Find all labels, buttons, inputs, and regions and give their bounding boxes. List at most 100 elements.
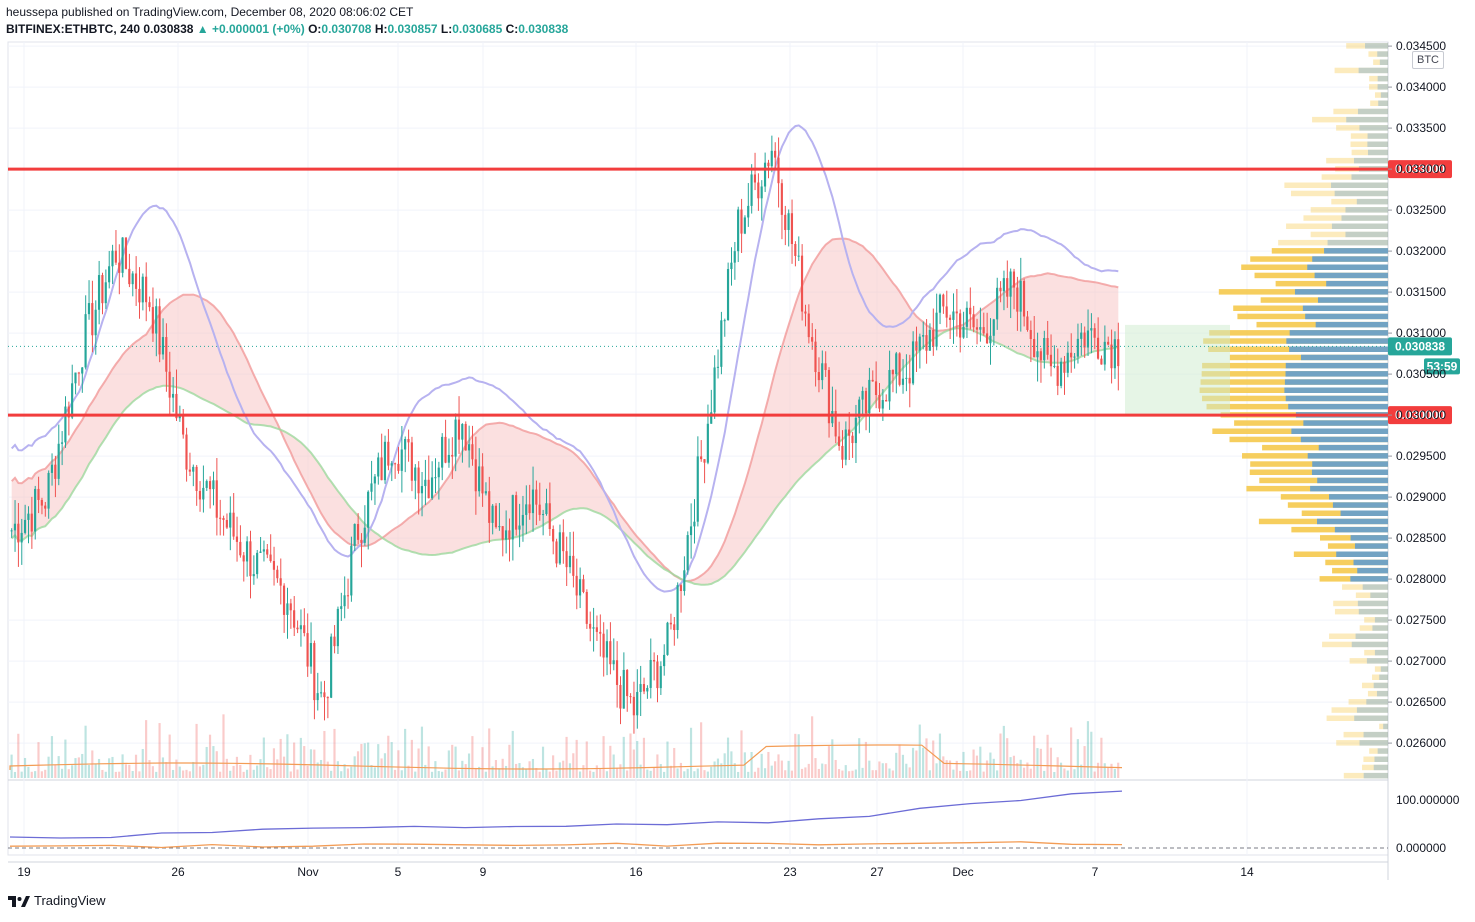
volume-bar <box>501 758 504 778</box>
volume-bar <box>407 765 410 778</box>
candle-body <box>81 367 84 374</box>
volume-bar <box>1033 735 1036 778</box>
volume-bar <box>743 752 746 778</box>
candle-body <box>259 551 262 553</box>
volume-bar <box>27 766 30 778</box>
volume-bar <box>225 758 228 778</box>
volume-bar <box>602 736 605 778</box>
volume-profile-bar <box>1285 395 1388 402</box>
candle-body <box>50 464 54 473</box>
candle-body <box>158 306 161 355</box>
candle-body <box>915 341 918 351</box>
candle-body <box>20 532 23 543</box>
candle-body <box>565 551 568 568</box>
candle-body <box>471 444 474 460</box>
volume-profile-bar <box>1307 453 1388 459</box>
candle-body <box>74 372 77 384</box>
volume-bar <box>272 748 276 778</box>
volume-bar <box>827 746 831 778</box>
candle-body <box>511 495 514 540</box>
volume-profile-bar <box>1287 502 1388 508</box>
volume-bar <box>1086 721 1090 778</box>
candle-body <box>673 624 676 631</box>
volume-bar <box>252 769 255 778</box>
volume-profile-bar <box>1315 321 1388 328</box>
volume-bar <box>663 771 666 778</box>
volume-bar <box>484 771 487 778</box>
candle-body <box>323 692 326 698</box>
volume-profile-bar <box>1212 428 1388 434</box>
candle-body <box>134 273 138 289</box>
volume-bar <box>494 760 498 778</box>
volume-bar <box>918 724 921 778</box>
volume-bar <box>330 770 333 778</box>
candle-body <box>794 244 797 256</box>
candle-body <box>1033 339 1036 358</box>
footer-brand[interactable]: TradingView <box>8 893 106 908</box>
volume-bar <box>962 751 965 778</box>
volume-bar <box>1076 739 1079 778</box>
candle-body <box>319 692 323 694</box>
volume-bar <box>491 766 494 778</box>
candle-body <box>155 306 158 334</box>
chart-header: heussepa published on TradingView.com, D… <box>6 4 568 38</box>
candle-body <box>528 504 531 514</box>
volume-profile-bar <box>1348 699 1388 705</box>
volume-bar <box>1012 755 1016 778</box>
volume-bar <box>410 739 413 778</box>
volume-profile-bar <box>1312 116 1388 123</box>
volume-bar <box>54 764 57 778</box>
candle-body <box>276 569 279 579</box>
volume-profile-bar <box>1354 543 1388 549</box>
candle-body <box>478 466 481 492</box>
candle-body <box>582 579 585 592</box>
candle-body <box>1056 365 1059 386</box>
volume-profile-bar <box>1317 297 1388 303</box>
volume-profile-bar <box>1284 387 1388 393</box>
volume-profile-bar <box>1303 215 1388 221</box>
candle-body <box>397 463 400 471</box>
volume-bar <box>1029 768 1032 778</box>
candle-body <box>703 459 706 463</box>
candle-body <box>1073 356 1076 358</box>
candle-body <box>814 341 817 373</box>
volume-profile-bar <box>1284 182 1388 188</box>
volume-bar <box>1009 757 1012 778</box>
volume-profile-bar <box>1288 403 1388 410</box>
volume-profile-bar <box>1345 231 1388 238</box>
candle-body <box>1100 358 1103 365</box>
volume-profile-bar <box>1307 264 1388 270</box>
volume-bar <box>589 770 592 778</box>
volume-bar <box>77 757 80 778</box>
volume-profile-bar <box>1333 108 1388 115</box>
volume-bar <box>336 761 339 778</box>
volume-bar <box>81 753 84 778</box>
candle-body <box>969 307 972 315</box>
volume-bar <box>558 762 561 778</box>
volume-bar <box>811 716 814 778</box>
volume-bar <box>511 730 514 778</box>
volume-profile-bar <box>1310 231 1388 238</box>
candle-body <box>811 337 814 342</box>
volume-profile-bar <box>1335 166 1388 172</box>
volume-bar <box>451 744 454 778</box>
candle-body <box>481 466 484 494</box>
volume-bar <box>834 759 837 778</box>
volume-bar <box>390 742 393 778</box>
candle-body <box>420 486 424 494</box>
volume-bar <box>800 768 804 778</box>
volume-profile-bar <box>1365 43 1388 49</box>
candle-body <box>494 505 498 528</box>
volume-profile-bar <box>1376 690 1388 697</box>
candle-body <box>10 530 13 532</box>
volume-bar <box>1016 763 1019 778</box>
candle-body <box>111 250 114 267</box>
volume-bar <box>528 761 531 778</box>
volume-profile-bar <box>1208 346 1388 352</box>
candle-body <box>959 313 962 338</box>
candle-body <box>474 459 477 492</box>
volume-bar <box>895 752 898 778</box>
candle-body <box>343 595 346 607</box>
candle-body <box>1029 330 1032 340</box>
